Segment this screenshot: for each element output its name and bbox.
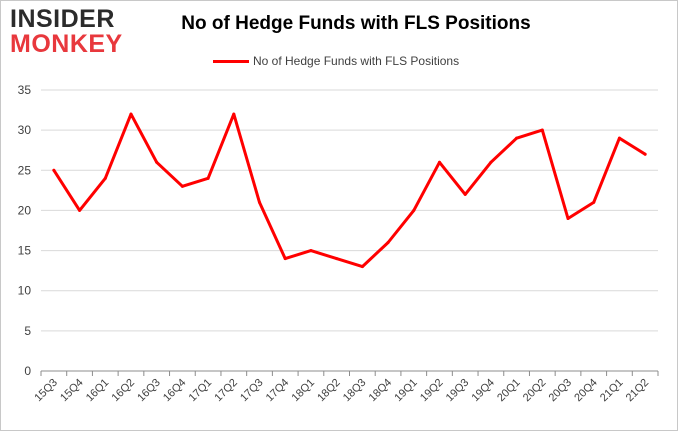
chart-legend: No of Hedge Funds with FLS Positions [213, 54, 459, 68]
x-tick-label: 17Q1 [187, 377, 215, 405]
logo-line-2: MONKEY [10, 30, 123, 58]
x-tick-label: 17Q2 [212, 377, 240, 405]
data-point [335, 257, 339, 261]
y-tick-label: 30 [18, 123, 32, 137]
data-point [258, 200, 262, 204]
data-point [463, 192, 467, 196]
y-tick-label: 10 [18, 284, 32, 298]
x-tick-label: 16Q2 [110, 377, 138, 405]
data-point [540, 128, 544, 132]
data-point [155, 160, 159, 164]
logo-line-1: INSIDER [10, 5, 115, 33]
data-point [360, 265, 364, 269]
y-tick-label: 20 [18, 203, 32, 217]
x-tick-label: 18Q2 [315, 377, 343, 405]
x-tick-label: 17Q4 [264, 377, 292, 405]
legend-swatch [213, 59, 249, 63]
x-tick-label: 20Q3 [547, 377, 575, 405]
y-tick-label: 25 [18, 163, 32, 177]
data-point [412, 208, 416, 212]
data-point [78, 208, 82, 212]
x-tick-label: 19Q3 [444, 377, 472, 405]
x-tick-label: 20Q1 [495, 377, 523, 405]
data-point [309, 249, 313, 253]
series-line [52, 112, 647, 269]
data-point [129, 112, 133, 116]
data-point [283, 257, 287, 261]
y-tick-label: 5 [24, 324, 31, 338]
insider-monkey-logo: INSIDER MONKEY [10, 5, 123, 58]
x-tick-label: 16Q1 [84, 377, 112, 405]
data-point [489, 160, 493, 164]
x-tick-label: 18Q1 [290, 377, 318, 405]
x-tick-label: 20Q2 [521, 377, 549, 405]
data-point [232, 112, 236, 116]
legend-label: No of Hedge Funds with FLS Positions [253, 54, 460, 68]
x-tick-label: 19Q2 [418, 377, 446, 405]
data-point [592, 200, 596, 204]
data-point [643, 152, 647, 156]
data-point [437, 160, 441, 164]
data-point [180, 184, 184, 188]
x-tick-label: 19Q1 [392, 377, 420, 405]
x-tick-label: 18Q4 [367, 377, 395, 405]
x-tick-label: 20Q4 [572, 377, 600, 405]
data-point [206, 176, 210, 180]
x-tick-label: 19Q4 [469, 377, 497, 405]
y-tick-label: 15 [18, 244, 32, 258]
x-tick-label: 15Q4 [58, 377, 86, 405]
data-point [617, 136, 621, 140]
x-tick-label: 16Q4 [161, 377, 189, 405]
x-tick-label: 16Q3 [135, 377, 163, 405]
y-tick-label: 35 [18, 83, 32, 97]
x-tick-label: 17Q3 [238, 377, 266, 405]
chart-title: No of Hedge Funds with FLS Positions [181, 13, 531, 34]
x-tick-label: 21Q1 [598, 377, 626, 405]
data-point [386, 241, 390, 245]
x-tick-label: 15Q3 [32, 377, 60, 405]
x-tick-label: 18Q3 [341, 377, 369, 405]
data-point [566, 216, 570, 220]
data-point [515, 136, 519, 140]
data-point [52, 168, 56, 172]
y-tick-label: 0 [24, 364, 31, 378]
x-tick-label: 21Q2 [624, 377, 652, 405]
data-point [103, 176, 107, 180]
